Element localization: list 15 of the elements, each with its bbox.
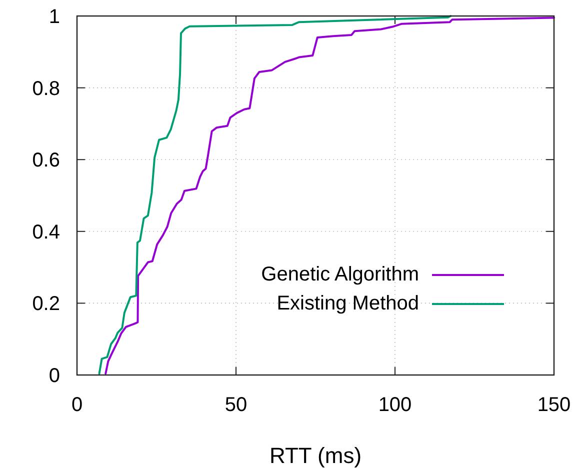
line-series bbox=[104, 16, 555, 375]
x-tick-label: 0 bbox=[71, 394, 83, 416]
y-tick-label: 0.4 bbox=[32, 221, 60, 244]
x-axis-title: RTT (ms) bbox=[269, 443, 362, 468]
line-series bbox=[98, 15, 452, 375]
legend-label: Genetic Algorithm bbox=[261, 263, 419, 286]
y-tick-label: 1 bbox=[48, 6, 60, 28]
y-tick-label: 0.2 bbox=[32, 293, 60, 316]
x-tick-label: 150 bbox=[537, 394, 571, 416]
y-tick-label: 0 bbox=[48, 365, 60, 387]
x-tick-label: 50 bbox=[224, 394, 248, 416]
y-tick-label: 0.6 bbox=[32, 150, 60, 172]
x-tick-label: 100 bbox=[378, 394, 412, 416]
y-tick-label: 0.8 bbox=[32, 78, 60, 100]
legend-label: Existing Method bbox=[276, 292, 419, 314]
